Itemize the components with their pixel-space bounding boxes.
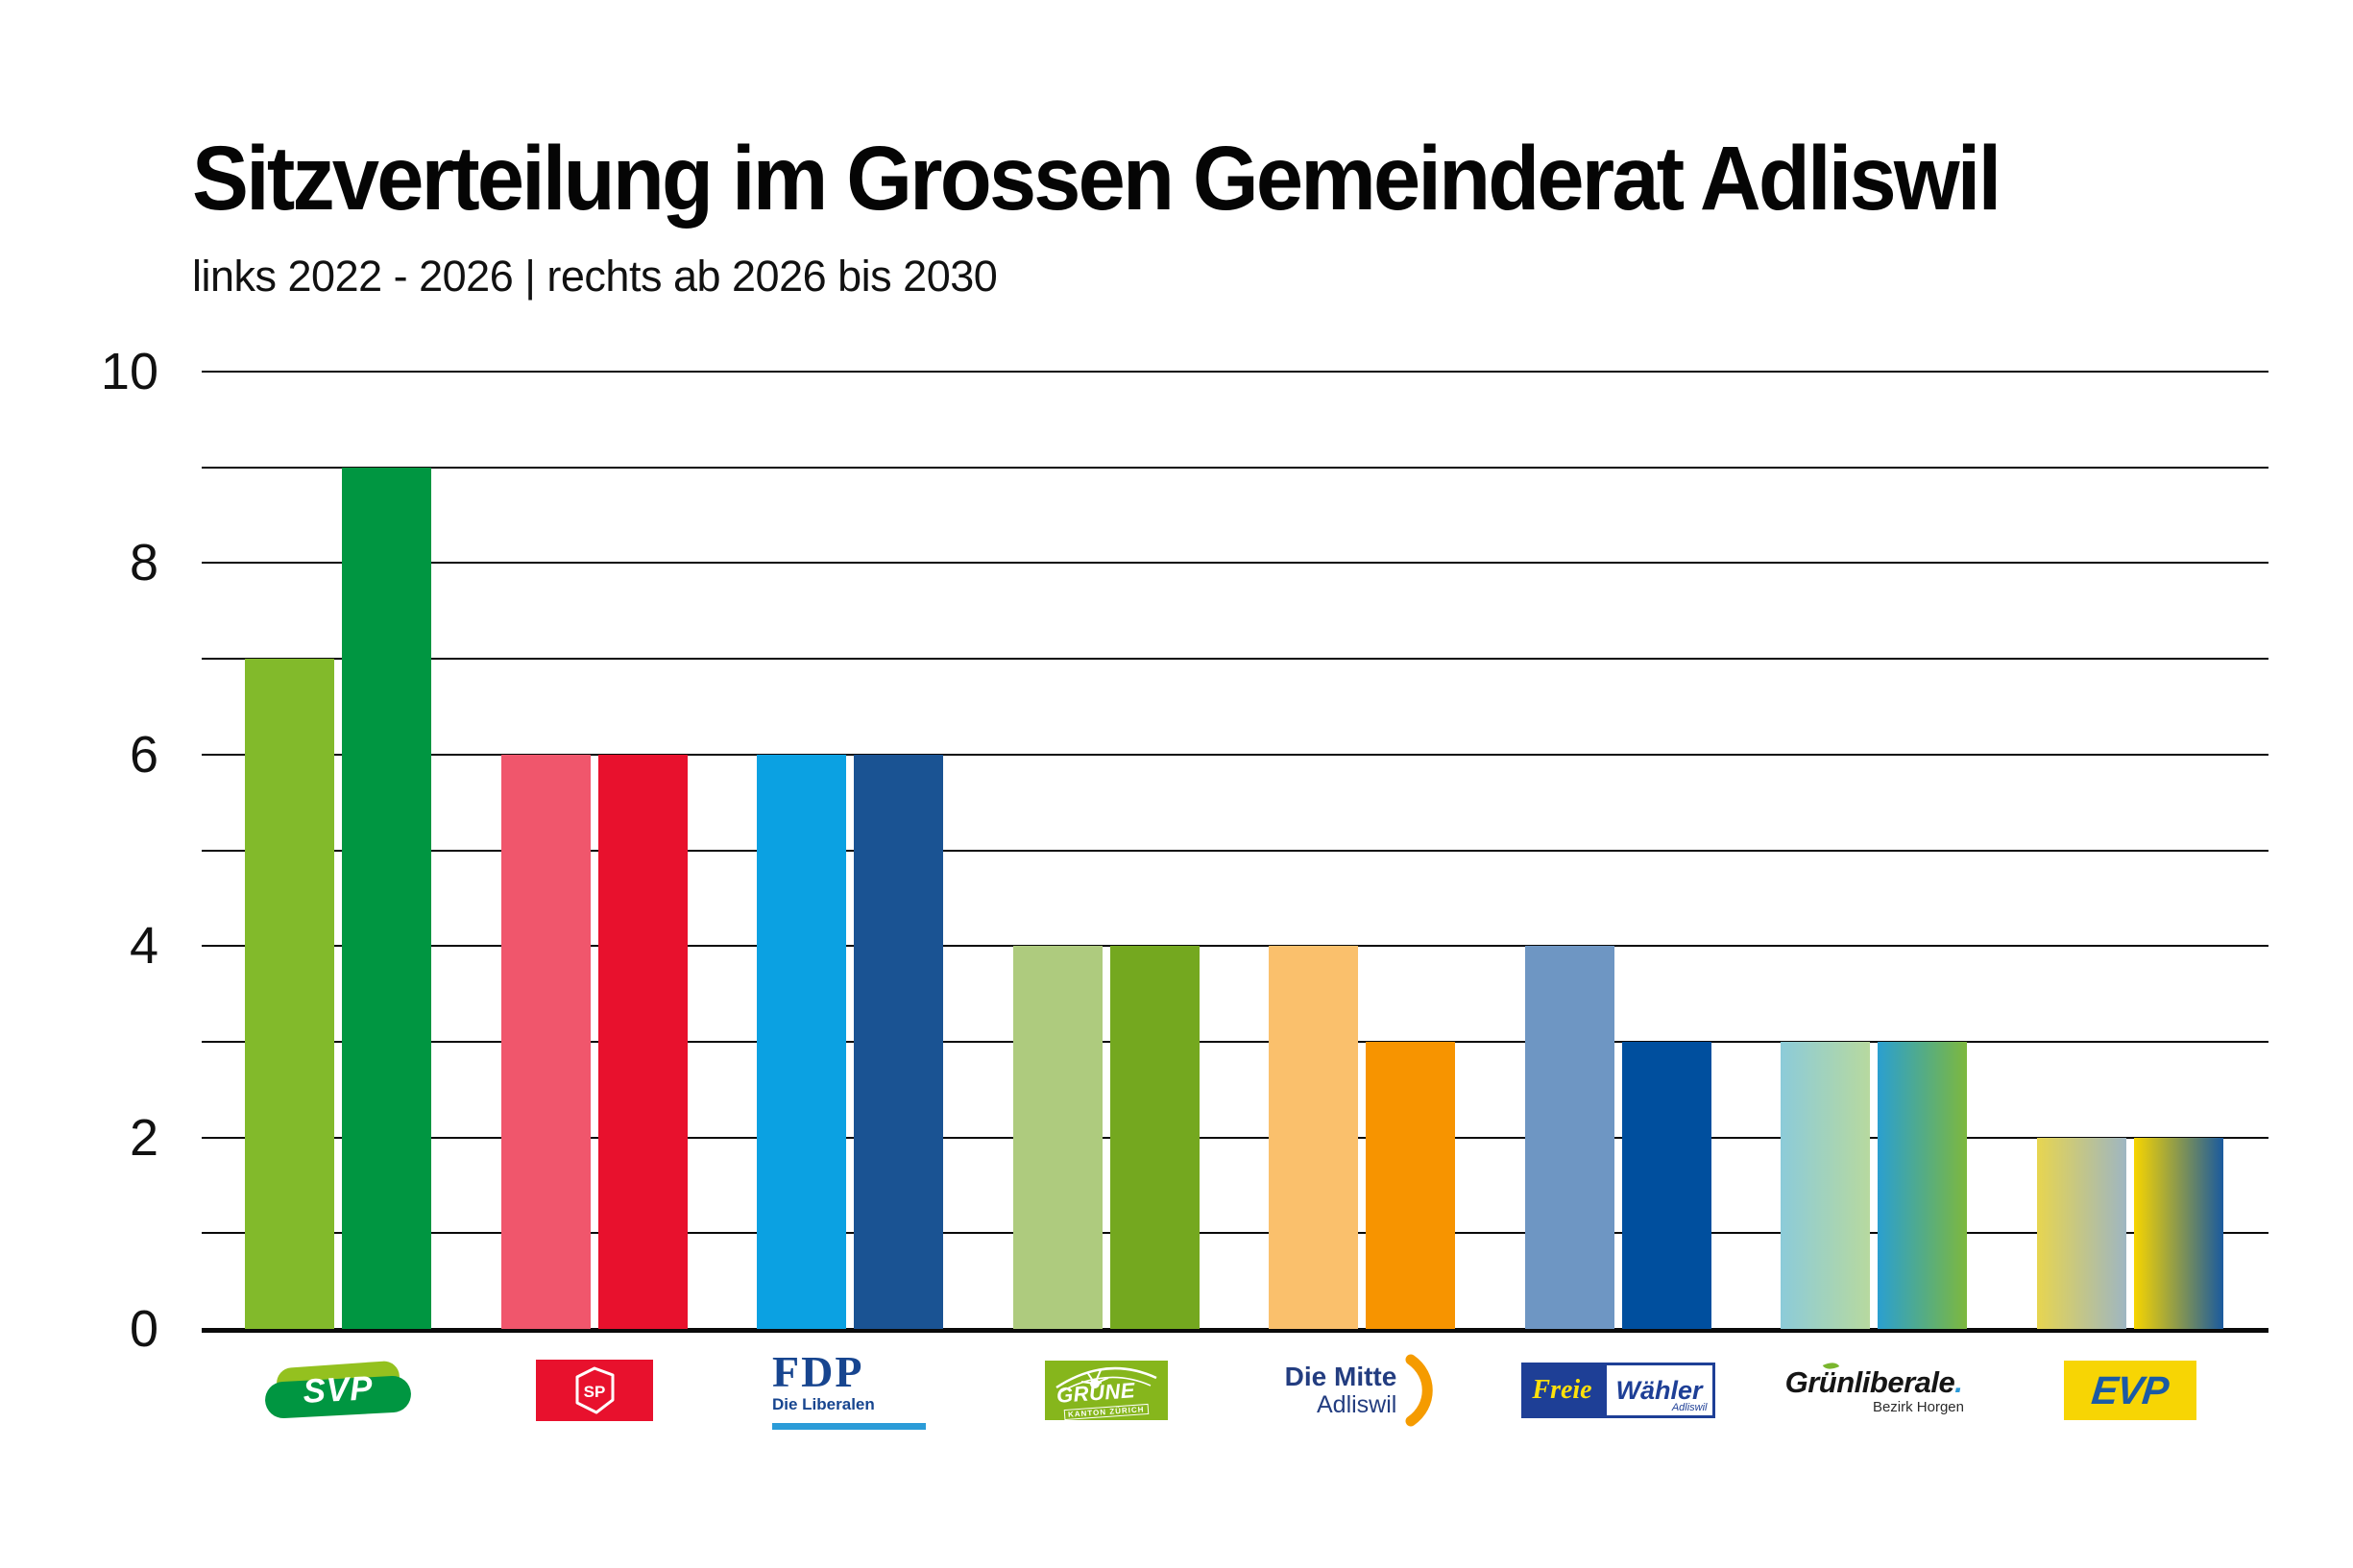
bar-freie-w-hler-links [1524, 946, 1614, 1329]
bar-die-mitte-rechts [1366, 1041, 1455, 1329]
x-label-freie-waehler: Freie Wähler Adliswil [1493, 1342, 1743, 1438]
fdp-logo-text: FDP [772, 1346, 864, 1396]
freie-waehler-logo-left: Freie [1520, 1363, 1604, 1418]
plot-area: 0 2 4 6 8 10 [101, 343, 2268, 1358]
gruenliberale-logo: Grünliberale. Bezirk Horgen [1759, 1359, 1989, 1415]
freie-waehler-logo-text-right: Wähler [1615, 1375, 1703, 1405]
y-tick-4: 4 [129, 917, 158, 976]
bar-freie-w-hler-rechts [1621, 1041, 1711, 1329]
x-label-evp: EVP [2005, 1342, 2255, 1438]
gruenliberale-logo-subtext: Bezirk Horgen [1872, 1399, 1964, 1415]
gruene-logo-text: GRÜNE [1055, 1378, 1136, 1408]
freie-waehler-logo-right: Wähler Adliswil [1603, 1363, 1715, 1418]
chart-subtitle: links 2022 - 2026 | rechts ab 2026 bis 2… [192, 252, 998, 301]
mitte-arc-icon [1405, 1354, 1434, 1427]
bar-fdp-rechts [854, 754, 943, 1329]
fdp-logo: FDP Die Liberalen [772, 1346, 928, 1431]
gridline-8 [202, 562, 2268, 565]
bar-svp-links [245, 659, 334, 1329]
gridline-3 [202, 1040, 2268, 1043]
y-tick-8: 8 [129, 534, 158, 592]
bar-gr-nliberale-links [1781, 1041, 1870, 1329]
chart-title: Sitzverteilung im Grossen Gemeinderat Ad… [192, 128, 2001, 229]
bar-sp-links [500, 754, 591, 1329]
evp-logo: EVP [2063, 1361, 2196, 1420]
bar-evp-rechts [2133, 1137, 2223, 1329]
gridline-10 [202, 371, 2268, 373]
bar-fdp-links [757, 754, 846, 1329]
gridline-5 [202, 849, 2268, 852]
sp-logo: SP [535, 1360, 653, 1421]
sp-logo-shield-icon: SP [575, 1366, 614, 1414]
fdp-logo-subtext: Die Liberalen [772, 1395, 875, 1414]
mitte-logo-text: Die Mitte [1284, 1361, 1397, 1391]
svp-logo-text: SVP [302, 1369, 375, 1411]
mitte-logo-subtext: Adliswil [1316, 1390, 1397, 1418]
gridline-1 [202, 1232, 2268, 1235]
bar-sp-rechts [597, 754, 688, 1329]
svp-logo: SVP [264, 1360, 412, 1419]
gruene-logo: GRÜNE KANTON ZÜRICH [1044, 1361, 1168, 1420]
evp-logo-text: EVP [2089, 1367, 2171, 1412]
x-label-sp: SP [470, 1342, 719, 1438]
gridline-2 [202, 1136, 2268, 1139]
x-label-gruenliberale: Grünliberale. Bezirk Horgen [1749, 1342, 1999, 1438]
gruene-sunflower-icon [1055, 1366, 1157, 1393]
sp-logo-text: SP [583, 1383, 605, 1401]
freie-waehler-logo-text-left: Freie [1532, 1375, 1592, 1405]
gridline-7 [202, 658, 2268, 661]
bar-svp-rechts [342, 467, 431, 1329]
bar-gr-ne-rechts [1109, 946, 1200, 1329]
y-tick-6: 6 [129, 725, 158, 784]
x-label-fdp: FDP Die Liberalen [725, 1342, 975, 1438]
y-tick-0: 0 [129, 1300, 158, 1358]
bar-gr-ne-links [1012, 946, 1103, 1329]
bar-evp-links [2036, 1137, 2126, 1329]
gridline-4 [202, 945, 2268, 948]
y-tick-2: 2 [129, 1108, 158, 1167]
y-tick-10: 10 [100, 343, 158, 400]
freie-waehler-logo: Freie Wähler Adliswil [1520, 1363, 1715, 1418]
x-axis-line [202, 1328, 2268, 1333]
gruenliberale-logo-dot: . [1954, 1365, 1963, 1399]
fdp-logo-bar [772, 1423, 926, 1431]
x-label-svp: SVP [213, 1342, 463, 1438]
gridline-9 [202, 466, 2268, 469]
gridline-6 [202, 753, 2268, 756]
freie-waehler-logo-subtext: Adliswil [1671, 1402, 1708, 1413]
x-label-mitte: Die Mitte Adliswil [1237, 1342, 1487, 1438]
bar-gr-nliberale-rechts [1878, 1041, 1967, 1329]
bar-die-mitte-links [1269, 946, 1358, 1329]
gruenliberale-logo-text: Grünliberale. [1784, 1365, 1963, 1399]
x-label-gruene: GRÜNE KANTON ZÜRICH [982, 1342, 1231, 1438]
mitte-logo: Die Mitte Adliswil [1285, 1354, 1440, 1427]
